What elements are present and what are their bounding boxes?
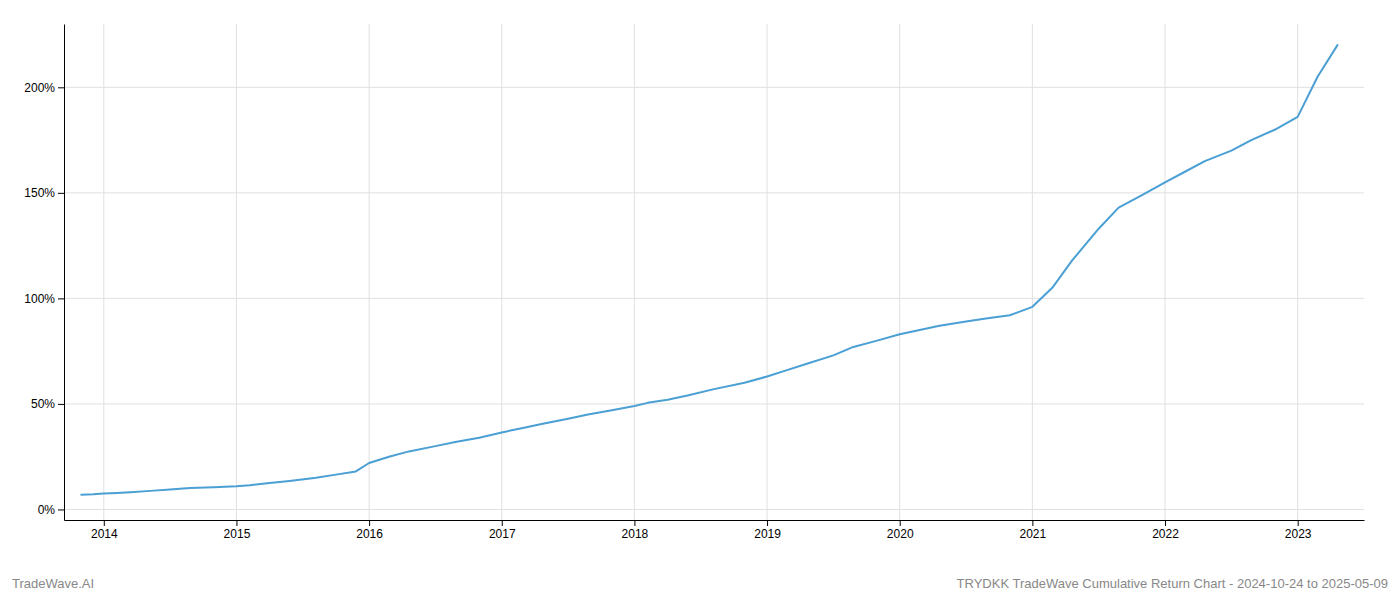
tick-label: 100% bbox=[24, 292, 55, 306]
tick-mark bbox=[767, 520, 768, 526]
grid bbox=[64, 24, 1364, 520]
tick-label: 200% bbox=[24, 81, 55, 95]
tick-label: 150% bbox=[24, 186, 55, 200]
tick-label: 50% bbox=[31, 397, 55, 411]
tick-mark bbox=[58, 404, 64, 405]
tick-label: 2021 bbox=[1020, 527, 1047, 541]
tick: 2019 bbox=[754, 520, 781, 541]
tick: 50% bbox=[31, 397, 64, 411]
x-axis: 2014 2015 2016 2017 2018 2019 2020 2021 2022 2023 bbox=[65, 520, 1365, 541]
tick-mark bbox=[900, 520, 901, 526]
tick-label: 2023 bbox=[1285, 527, 1312, 541]
tick-label: 2018 bbox=[622, 527, 649, 541]
tick: 2018 bbox=[622, 520, 649, 541]
grid-line bbox=[64, 298, 1364, 299]
tick: 2015 bbox=[224, 520, 251, 541]
tick-mark bbox=[58, 193, 64, 194]
tick-mark bbox=[236, 520, 237, 526]
grid-line bbox=[501, 24, 502, 520]
grid-line bbox=[369, 24, 370, 520]
tick: 150% bbox=[24, 186, 64, 200]
tick-mark bbox=[58, 509, 64, 510]
grid-line bbox=[64, 192, 1364, 193]
tick: 2017 bbox=[489, 520, 516, 541]
tick: 2020 bbox=[887, 520, 914, 541]
tick-label: 2014 bbox=[91, 527, 118, 541]
tick-label: 2019 bbox=[754, 527, 781, 541]
grid-line bbox=[64, 87, 1364, 88]
tick-mark bbox=[369, 520, 370, 526]
grid-line bbox=[1165, 24, 1166, 520]
grid-line bbox=[236, 24, 237, 520]
tick-mark bbox=[58, 298, 64, 299]
grid-line bbox=[767, 24, 768, 520]
tick-label: 2015 bbox=[224, 527, 251, 541]
tick-mark bbox=[58, 87, 64, 88]
tick-mark bbox=[1165, 520, 1166, 526]
watermark: TradeWave.AI bbox=[12, 576, 94, 591]
axis-line bbox=[64, 25, 65, 521]
tick-mark bbox=[634, 520, 635, 526]
axis-line bbox=[65, 520, 1365, 521]
tick: 200% bbox=[24, 81, 64, 95]
grid-line bbox=[634, 24, 635, 520]
grid-line bbox=[899, 24, 900, 520]
grid-line bbox=[64, 509, 1364, 510]
tick-label: 2016 bbox=[356, 527, 383, 541]
tick-label: 2020 bbox=[887, 527, 914, 541]
tick-mark bbox=[1298, 520, 1299, 526]
tick-label: 0% bbox=[38, 503, 56, 517]
y-axis: 0% 50% 100% 150% 200% bbox=[24, 25, 64, 521]
tick: 2016 bbox=[356, 520, 383, 541]
line bbox=[81, 45, 1337, 495]
chart: 2014 2015 2016 2017 2018 2019 2020 2021 2022 2023… bbox=[0, 0, 1400, 600]
tick: 2022 bbox=[1152, 520, 1179, 541]
tick: 2023 bbox=[1285, 520, 1312, 541]
tick-label: 2022 bbox=[1152, 527, 1179, 541]
tick-label: 2017 bbox=[489, 527, 516, 541]
grid-line bbox=[64, 403, 1364, 404]
tick: 100% bbox=[24, 292, 64, 306]
tick: 0% bbox=[38, 503, 64, 517]
marks bbox=[81, 45, 1337, 495]
tick-mark bbox=[502, 520, 503, 526]
tick: 2014 bbox=[91, 520, 118, 541]
grid-line bbox=[1297, 24, 1298, 520]
tick-mark bbox=[104, 520, 105, 526]
plot-area: 2014 2015 2016 2017 2018 2019 2020 2021 2022 2023… bbox=[24, 24, 1364, 541]
title: TRYDKK TradeWave Cumulative Return Chart… bbox=[957, 576, 1388, 591]
tick: 2021 bbox=[1020, 520, 1047, 541]
tick-mark bbox=[1032, 520, 1033, 526]
grid-line bbox=[103, 24, 104, 520]
grid-line bbox=[1032, 24, 1033, 520]
